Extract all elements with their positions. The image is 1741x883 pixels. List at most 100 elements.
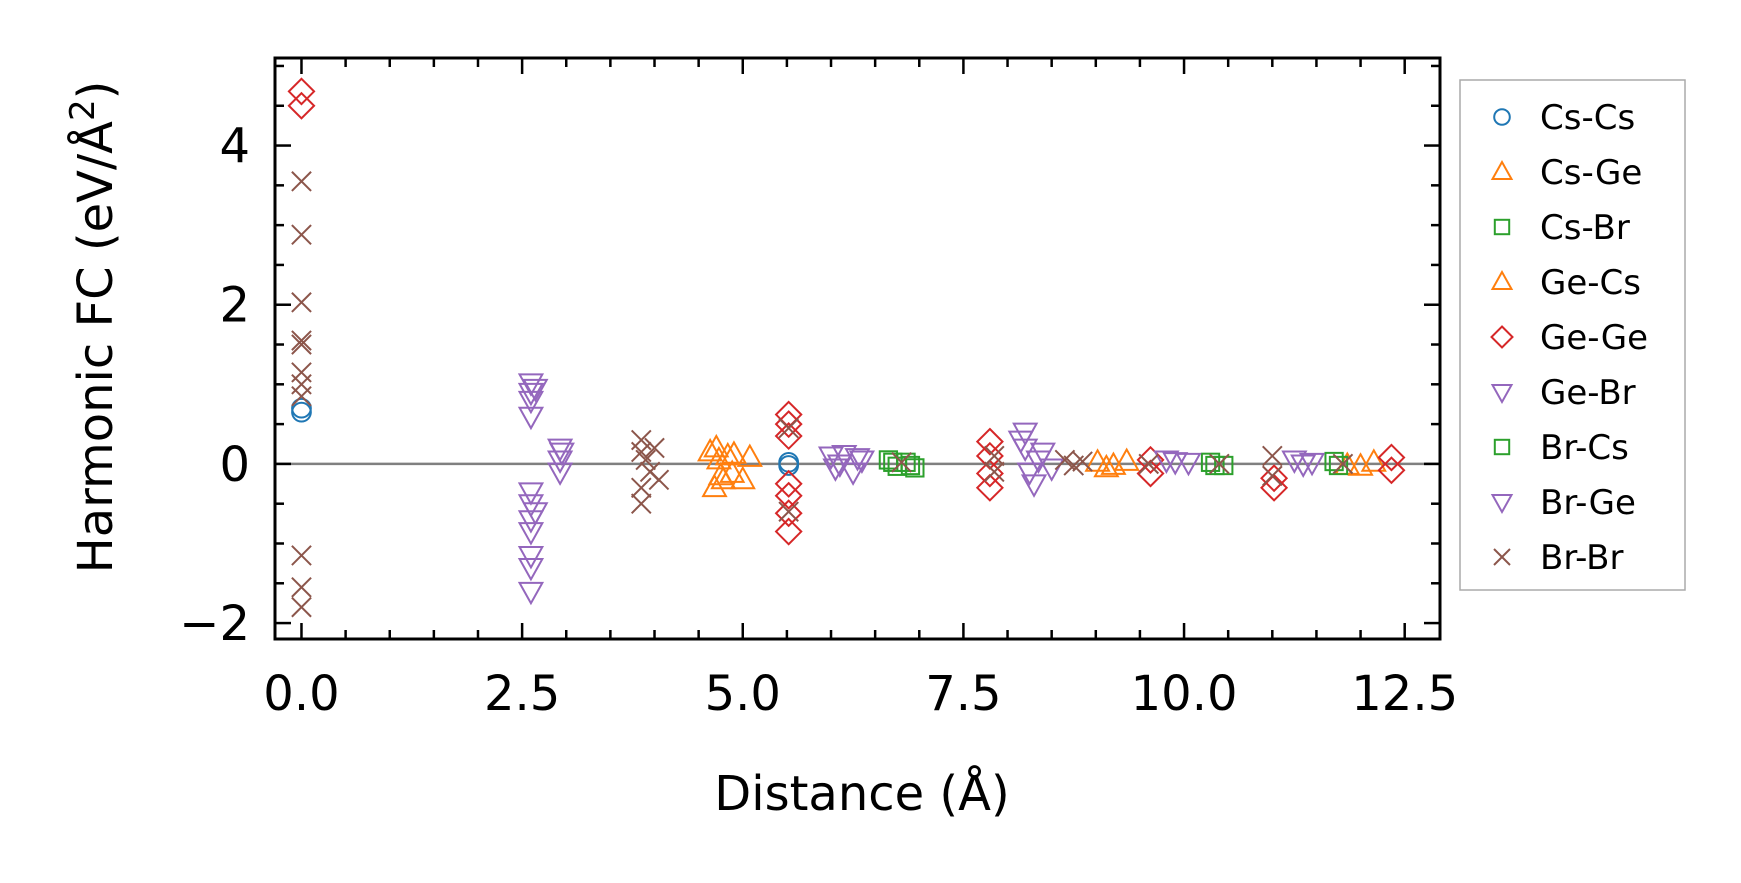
data-point-ge-ge	[975, 473, 1004, 502]
data-point-br-ge	[1025, 450, 1052, 474]
x-tick-label: 7.5	[925, 666, 1001, 722]
data-point-br-ge	[844, 448, 871, 472]
data-point-br-br	[291, 374, 312, 395]
y-axis-title-main: Harmonic FC (eV/Å	[67, 121, 124, 574]
data-point-br-br	[1262, 465, 1283, 487]
legend-label-cs-ge: Cs-Ge	[1540, 153, 1642, 193]
data-point-cs-cs	[778, 455, 800, 476]
legend-marker-br-cs	[1493, 438, 1511, 456]
data-point-cs-ge	[697, 437, 724, 462]
data-point-br-ge	[1007, 430, 1034, 455]
y-tick-labels: −2 0 2 4	[179, 119, 250, 653]
y-axis-title-sup: 2	[63, 99, 103, 121]
data-point-ge-br	[546, 450, 574, 474]
data-point-ge-ge	[774, 469, 803, 498]
x-tick-labels: 0.0 2.5 5.0 7.5 10.0 12.5	[263, 666, 1458, 722]
y-axis-title: Harmonic FC (eV/Å2)	[63, 81, 124, 574]
data-point-br-br	[1332, 453, 1354, 475]
legend-label-br-ge: Br-Ge	[1540, 483, 1636, 523]
data-point-cs-ge	[719, 459, 746, 483]
y-tick-label: 0	[219, 437, 250, 493]
x-axis-title: Distance (Å)	[714, 765, 1009, 822]
data-point-ge-br	[1020, 474, 1048, 498]
data-point-br-br	[1072, 451, 1093, 472]
data-point-br-br	[291, 224, 312, 245]
data-point-br-ge	[522, 502, 549, 526]
data-point-ge-br	[817, 446, 845, 470]
data-point-br-br	[291, 545, 312, 566]
data-point-ge-cs	[1113, 447, 1140, 471]
y-tick-label: 4	[219, 119, 250, 175]
y-axis-title-end: )	[68, 81, 124, 100]
data-point-ge-ge	[975, 427, 1004, 456]
data-point-ge-br	[517, 406, 545, 431]
data-point-ge-ge	[774, 481, 803, 510]
legend-marker-cs-ge	[1490, 159, 1514, 180]
data-point-cs-cs	[291, 397, 312, 419]
legend-label-ge-br: Ge-Br	[1540, 373, 1636, 413]
data-point-br-br	[644, 437, 665, 459]
data-point-br-br	[291, 292, 312, 313]
legend-label-br-br: Br-Br	[1540, 538, 1624, 578]
data-point-cs-ge	[714, 441, 741, 466]
points-layer	[287, 77, 1406, 618]
data-point-br-br	[983, 461, 1005, 483]
data-point-ge-ge	[287, 91, 316, 120]
data-point-br-ge	[548, 442, 575, 467]
data-point-br-br	[1138, 453, 1160, 475]
x-tick-label: 2.5	[484, 666, 560, 722]
data-point-br-ge	[1290, 454, 1317, 478]
data-point-ge-ge	[1377, 456, 1406, 485]
data-point-ge-ge	[774, 422, 803, 451]
data-point-ge-br	[1029, 442, 1056, 467]
x-tick-label: 10.0	[1131, 666, 1238, 722]
data-point-ge-br	[517, 557, 545, 582]
data-point-br-br	[291, 171, 312, 192]
data-point-br-br	[630, 493, 652, 515]
data-point-br-br	[291, 330, 312, 351]
legend-label-ge-cs: Ge-Cs	[1540, 263, 1641, 303]
data-point-ge-cs	[707, 461, 734, 486]
legend-label-ge-ge: Ge-Ge	[1540, 318, 1648, 358]
data-point-cs-cs	[291, 401, 312, 423]
legend-label-br-cs: Br-Cs	[1540, 428, 1629, 468]
legend-marker-cs-cs	[1493, 108, 1511, 126]
data-point-br-br	[291, 385, 312, 407]
data-point-ge-ge	[1136, 445, 1165, 474]
data-point-br-cs	[1328, 455, 1349, 476]
data-point-ge-ge	[1377, 443, 1406, 472]
data-point-br-ge	[826, 454, 853, 478]
data-point-ge-br	[1175, 452, 1202, 477]
legend-entries: Cs-Cs Cs-Ge Cs-Br Ge-Cs Ge-Ge Ge-Br Br-Cs Br-Ge…	[1490, 98, 1648, 578]
data-point-ge-ge	[287, 77, 316, 106]
data-point-ge-cs	[736, 443, 763, 467]
data-point-br-br	[1209, 453, 1230, 475]
data-point-ge-br	[517, 581, 545, 606]
data-point-ge-br	[517, 382, 545, 407]
legend-marker-br-ge	[1490, 494, 1514, 515]
x-tick-label: 5.0	[705, 666, 781, 722]
data-point-ge-cs	[720, 440, 748, 464]
data-point-ge-ge	[774, 517, 803, 546]
data-point-br-br	[630, 429, 652, 451]
data-point-ge-br	[1298, 452, 1326, 477]
data-point-ge-br	[1038, 458, 1065, 482]
data-point-br-ge	[522, 378, 549, 403]
data-point-cs-ge	[1093, 453, 1120, 478]
data-point-cs-br	[1324, 451, 1344, 472]
ticks-layer	[275, 58, 1440, 639]
data-point-br-cs	[900, 455, 921, 476]
data-point-br-cs	[1205, 455, 1225, 476]
legend-marker-cs-br	[1493, 218, 1511, 236]
data-point-br-br	[291, 362, 312, 383]
plot-frame	[273, 56, 1442, 641]
data-point-br-br	[291, 576, 312, 598]
data-point-ge-br	[546, 462, 574, 486]
legend: Cs-Cs Cs-Ge Cs-Br Ge-Cs Ge-Ge Ge-Br Br-Cs Br-Ge…	[1459, 79, 1686, 591]
data-point-ge-br	[1016, 462, 1043, 486]
y-tick-label: −2	[179, 596, 250, 652]
data-point-ge-cs	[729, 465, 756, 490]
data-point-br-br	[648, 469, 670, 491]
legend-label-cs-br: Cs-Br	[1540, 208, 1630, 248]
